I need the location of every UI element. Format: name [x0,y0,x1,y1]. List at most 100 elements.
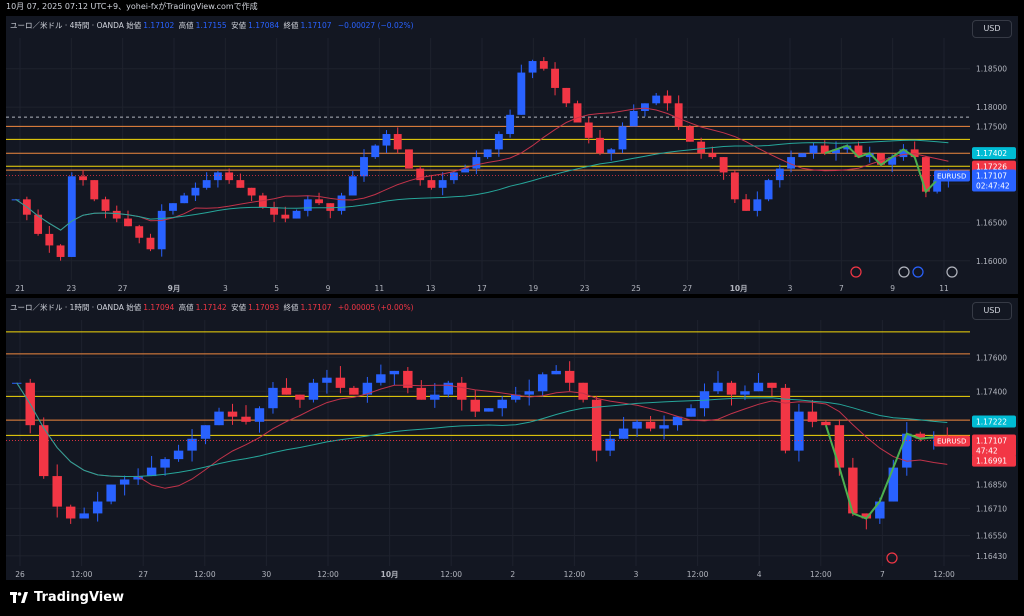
candle-body [753,382,764,392]
y-axis-label: 1.18000 [976,103,1007,112]
x-axis-label: 3 [223,284,228,293]
candle-body [921,157,930,192]
candle-body [360,157,368,177]
candle-body [708,153,717,158]
legend-open: 1.17094 [143,303,175,312]
tradingview-logo[interactable]: TradingView [10,590,124,605]
candle-body [719,157,728,173]
x-axis-label: 12:00 [440,570,462,579]
current-price-value: 1.17107 [976,172,1007,181]
event-flag-us-icon [946,266,958,278]
x-axis-label: 11 [375,284,385,293]
x-axis-label: 2 [510,570,515,579]
candle-body [65,506,76,519]
legend-low-label: 安値 [231,21,247,30]
level-price-tag-text: 1.16991 [976,457,1007,466]
candle-body [618,126,627,150]
y-axis-label: 1.16850 [976,481,1007,490]
legend-open-label: 始値 [126,21,142,30]
candle-body [537,374,548,392]
candle-body [308,382,319,400]
candle-body [470,399,480,412]
x-axis-label: 7 [839,284,844,293]
chart-background [6,298,1018,580]
candle-body [393,134,402,150]
candle-body [405,149,413,169]
y-axis-label: 1.16710 [976,504,1007,513]
x-axis-label: 27 [138,570,148,579]
candlestick-chart-1h[interactable]: 1.16430 1.16550 1.16710 1.16850 1.17400 1.176… [6,298,1018,580]
event-lightning-icon [850,266,862,278]
candle-body [875,501,885,519]
x-axis-label: 27 [683,284,693,293]
tradingview-logo-icon [10,591,28,603]
candle-body [461,168,470,173]
candle-body [645,421,656,429]
green-zigzag-line [824,144,938,194]
candle-body [767,382,777,388]
candle-body [90,180,99,200]
currency-button[interactable]: USD [972,20,1012,38]
x-axis-label: 13 [426,284,436,293]
candle-body [281,214,290,219]
legend-title: ユーロ／米ドル · 1時間 · OANDA [10,303,124,312]
candle-body [726,382,737,395]
legend-open-label: 始値 [126,303,142,312]
x-axis-label: 26 [15,570,25,579]
x-axis-label: 12:00 [317,570,339,579]
candle-body [52,476,62,507]
candle-body [348,176,357,196]
legend-high-label: 高値 [178,21,194,30]
candle-body [169,203,177,211]
candle-body [416,387,427,400]
x-axis-label: 7 [880,570,885,579]
candle-body [484,408,494,412]
candle-body [430,394,440,400]
candle-body [562,87,571,104]
candle-body [915,433,926,439]
current-price-value: 1.17107 [976,436,1007,445]
candle-body [112,210,121,219]
y-axis-label: 1.17400 [976,387,1007,396]
candle-body [157,210,166,250]
x-axis-label: 19 [529,284,539,293]
footer: TradingView [0,582,1024,616]
symbol-tag [934,435,970,447]
candle-body [888,467,899,502]
candle-body [173,450,184,460]
x-axis-label: 5 [274,284,279,293]
candle-body [618,428,629,439]
x-axis-label: 12:00 [194,570,216,579]
candle-body [376,374,386,383]
candle-body [483,149,492,158]
y-axis-label: 1.18500 [976,65,1007,74]
candle-body [135,226,144,238]
candle-body [389,370,400,375]
candle-body [438,180,447,188]
candle-body [742,199,751,211]
symbol-tag-text: EURUSD [937,173,966,181]
candle-body [281,387,292,395]
candle-body [539,61,548,69]
candle-body [787,157,795,169]
candlestick-chart-4h[interactable]: 1.160001.165001.170001.175001.180001.185… [6,16,1018,294]
candle-body [854,145,863,158]
level-price-tag [972,147,1016,160]
candle-body [497,399,507,409]
candle-body [877,153,885,165]
x-axis-label: 12:00 [687,570,709,579]
x-axis-label: 4 [757,570,762,579]
candle-body [517,72,526,115]
chart-panel-1h[interactable]: ユーロ／米ドル · 1時間 · OANDA 始値 1.17094 高値 1.1714… [6,298,1018,580]
candle-body [730,172,739,200]
candle-body [524,391,534,395]
chart-panel-4h[interactable]: ユーロ／米ドル · 4時間 · OANDA 始値 1.17102 高値 1.1715… [6,16,1018,294]
candle-body [180,195,189,204]
candle-body [652,95,661,104]
candle-body [106,484,116,502]
y-axis-label: 1.17500 [976,122,1007,131]
currency-button[interactable]: USD [972,302,1012,320]
candle-body [607,149,616,154]
candle-body [403,370,413,388]
candle-body [605,438,615,451]
